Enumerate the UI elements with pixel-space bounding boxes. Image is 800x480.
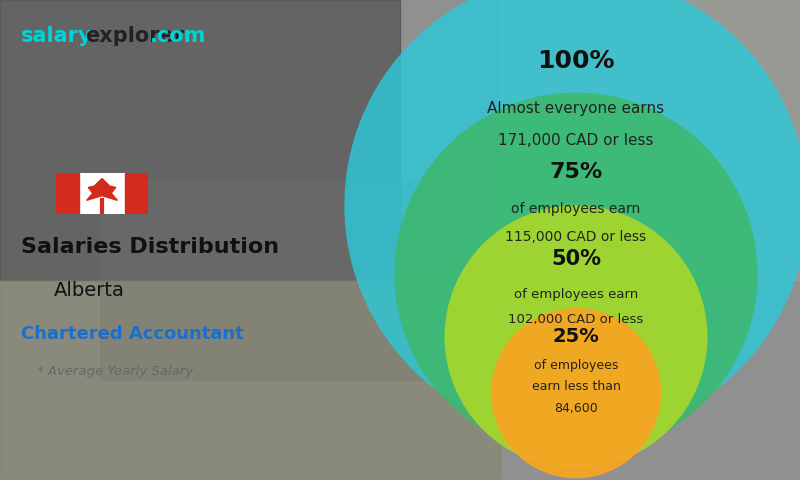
Text: earn less than: earn less than — [531, 381, 621, 394]
Circle shape — [491, 308, 661, 479]
Text: of employees earn: of employees earn — [514, 288, 638, 301]
Text: explorer: explorer — [86, 26, 185, 46]
Circle shape — [445, 205, 707, 468]
Text: Chartered Accountant: Chartered Accountant — [21, 324, 243, 343]
Text: 50%: 50% — [551, 249, 601, 269]
Text: 75%: 75% — [550, 162, 602, 181]
Text: Salaries Distribution: Salaries Distribution — [21, 237, 279, 257]
Text: .com: .com — [150, 26, 206, 46]
Bar — [125, 173, 148, 214]
Text: of employees earn: of employees earn — [511, 202, 641, 216]
Text: Almost everyone earns: Almost everyone earns — [487, 101, 665, 117]
Polygon shape — [86, 179, 118, 200]
Text: 84,600: 84,600 — [554, 402, 598, 415]
Text: 115,000 CAD or less: 115,000 CAD or less — [506, 229, 646, 244]
Circle shape — [394, 93, 758, 456]
Text: 171,000 CAD or less: 171,000 CAD or less — [498, 133, 654, 148]
Bar — [0, 280, 500, 480]
Text: * Average Yearly Salary: * Average Yearly Salary — [38, 365, 194, 379]
Text: of employees: of employees — [534, 359, 618, 372]
Bar — [0, 0, 400, 280]
Text: 102,000 CAD or less: 102,000 CAD or less — [508, 313, 644, 326]
Text: salary: salary — [21, 26, 93, 46]
Text: Alberta: Alberta — [54, 281, 125, 300]
Bar — [56, 173, 79, 214]
Circle shape — [344, 0, 800, 437]
Bar — [100, 180, 450, 380]
Text: 100%: 100% — [538, 49, 614, 73]
Text: 25%: 25% — [553, 327, 599, 347]
Bar — [500, 0, 800, 280]
